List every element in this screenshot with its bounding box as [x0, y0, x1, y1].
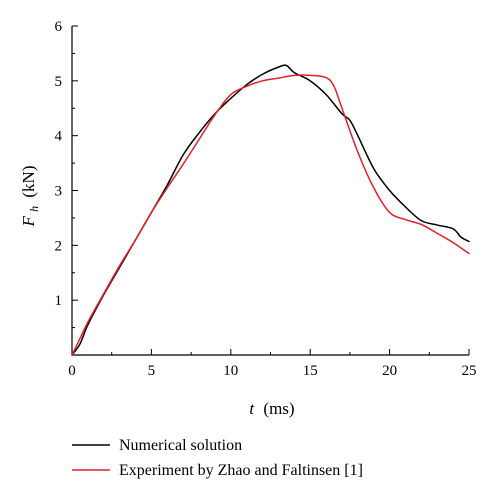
y-tick-label: 5 — [55, 74, 63, 90]
series-line-numerical — [71, 64, 470, 356]
legend-label-experiment: Experiment by Zhao and Faltinsen [1] — [119, 462, 363, 479]
y-ticks: 1 2 3 4 5 6 — [55, 19, 78, 329]
y-tick-label: 3 — [55, 184, 63, 200]
y-tick-label: 6 — [55, 19, 63, 35]
legend: Numerical solution Experiment by Zhao an… — [72, 437, 363, 479]
y-tick-label: 2 — [55, 238, 63, 254]
y-axis-variable: F — [19, 216, 38, 228]
y-axis-title: F h (kN) — [19, 166, 42, 228]
x-tick-label: 20 — [382, 363, 397, 379]
legend-label-numerical: Numerical solution — [119, 437, 242, 454]
x-axis-title: t (ms) — [249, 399, 294, 418]
y-axis-subscript: h — [27, 206, 41, 212]
x-ticks: 0 5 10 15 20 25 — [68, 349, 477, 379]
series-layer — [71, 64, 470, 356]
x-axis-unit: (ms) — [263, 399, 294, 418]
legend-item-numerical: Numerical solution — [72, 437, 242, 454]
y-tick-label: 4 — [55, 129, 63, 145]
x-tick-label: 5 — [148, 363, 156, 379]
legend-item-experiment: Experiment by Zhao and Faltinsen [1] — [72, 462, 363, 479]
y-tick-label: 1 — [55, 293, 63, 309]
y-axis-unit: (kN) — [19, 166, 38, 198]
x-axis-variable: t — [249, 399, 255, 418]
x-tick-label: 25 — [462, 363, 477, 379]
x-tick-label: 15 — [303, 363, 318, 379]
series-line-experiment — [71, 74, 470, 356]
plot-area: 0 5 10 15 20 25 1 2 3 4 5 6 — [55, 19, 477, 379]
x-tick-label: 10 — [223, 363, 238, 379]
x-tick-label: 0 — [68, 363, 76, 379]
